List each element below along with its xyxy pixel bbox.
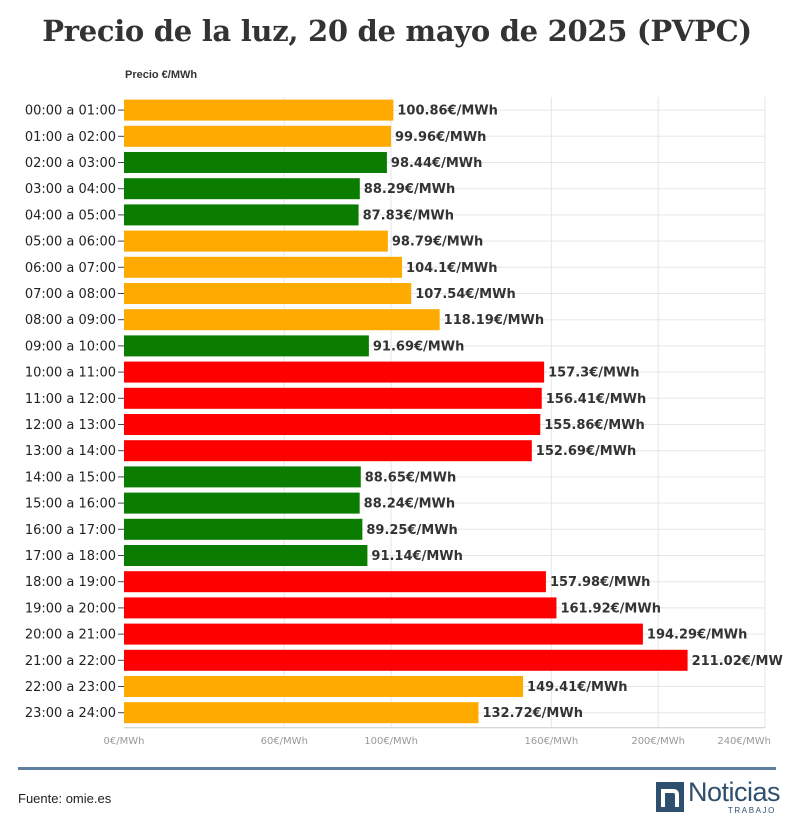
data-label: 161.92€/MWh — [560, 601, 661, 616]
bar — [124, 571, 546, 593]
data-label: 87.83€/MWh — [363, 208, 454, 223]
y-tick-label: 15:00 a 16:00 — [25, 497, 116, 512]
bar — [124, 492, 360, 514]
bar — [124, 466, 361, 488]
x-tick-label: 200€/MWh — [631, 736, 685, 747]
bar — [124, 230, 388, 252]
logo-icon — [656, 782, 684, 812]
data-label: 149.41€/MWh — [527, 680, 628, 695]
bar — [124, 99, 394, 121]
y-tick-label: 04:00 a 05:00 — [25, 208, 116, 223]
footer-divider — [18, 767, 776, 770]
data-label: 118.19€/MWh — [444, 313, 544, 328]
x-tick-label: 160€/MWh — [524, 736, 578, 747]
y-tick-label: 13:00 a 14:00 — [25, 444, 116, 459]
bar-chart: 00:00 a 01:00 100.86€/MWh 01:00 a 02:00 99.… — [25, 97, 783, 747]
bar — [124, 283, 412, 304]
bar — [124, 545, 368, 566]
y-tick-label: 14:00 a 15:00 — [25, 470, 116, 485]
y-tick-label: 23:00 a 24:00 — [25, 706, 116, 721]
bar — [124, 125, 391, 147]
data-label: 100.86€/MWh — [397, 104, 498, 119]
chart-title: Precio de la luz, 20 de mayo de 2025 (PV… — [42, 14, 752, 48]
bar — [124, 623, 643, 645]
y-tick-label: 20:00 a 21:00 — [25, 628, 116, 643]
bar — [124, 309, 440, 331]
y-tick-label: 08:00 a 09:00 — [25, 313, 116, 328]
source-note: Fuente: omie.es — [18, 791, 112, 806]
bar — [124, 335, 369, 357]
y-tick-label: 07:00 a 08:00 — [25, 287, 116, 302]
axis-caption: Precio €/MWh — [125, 69, 198, 81]
data-label: 99.96€/MWh — [395, 130, 486, 145]
data-label: 98.79€/MWh — [392, 235, 483, 250]
logo-subtitle: TRABAJO — [727, 806, 776, 815]
data-label: 88.24€/MWh — [364, 497, 455, 512]
bar — [124, 676, 524, 697]
data-label: 132.72€/MWh — [482, 706, 583, 721]
y-tick-label: 19:00 a 20:00 — [25, 601, 116, 616]
data-label: 104.1€/MWh — [406, 261, 497, 276]
data-label: 91.14€/MWh — [371, 549, 462, 564]
data-label: 156.41€/MWh — [546, 392, 647, 407]
bar — [124, 361, 545, 383]
y-tick-label: 09:00 a 10:00 — [25, 339, 116, 354]
y-tick-label: 21:00 a 22:00 — [25, 654, 116, 669]
y-tick-label: 16:00 a 17:00 — [25, 523, 116, 538]
data-label: 155.86€/MWh — [544, 418, 645, 433]
bar — [124, 204, 359, 226]
data-label: 98.44€/MWh — [391, 156, 482, 171]
y-tick-label: 17:00 a 18:00 — [25, 549, 116, 564]
data-label: 211.02€/MW — [692, 654, 783, 669]
x-tick-label: 240€/MWh — [717, 736, 771, 747]
bar — [124, 440, 532, 462]
y-tick-label: 10:00 a 11:00 — [25, 366, 116, 381]
y-tick-label: 01:00 a 02:00 — [25, 130, 116, 145]
bar — [124, 597, 557, 619]
data-label: 157.98€/MWh — [550, 575, 651, 590]
bar — [124, 178, 360, 200]
data-label: 157.3€/MWh — [548, 366, 639, 381]
y-tick-label: 06:00 a 07:00 — [25, 261, 116, 276]
y-tick-label: 18:00 a 19:00 — [25, 575, 116, 590]
bar — [124, 518, 363, 540]
y-tick-label: 03:00 a 04:00 — [25, 182, 116, 197]
brand-logo: Noticias TRABAJO — [656, 777, 781, 815]
data-label: 194.29€/MWh — [647, 628, 748, 643]
bar — [124, 649, 688, 671]
data-label: 152.69€/MWh — [536, 444, 637, 459]
bar — [124, 387, 542, 409]
x-tick-label: 100€/MWh — [364, 736, 418, 747]
bar — [124, 256, 403, 278]
data-label: 107.54€/MWh — [415, 287, 516, 302]
bar — [124, 152, 387, 173]
data-label: 88.65€/MWh — [365, 470, 456, 485]
x-tick-label: 0€/MWh — [104, 736, 145, 747]
logo-name: Noticias — [688, 777, 781, 807]
y-tick-label: 00:00 a 01:00 — [25, 104, 116, 119]
data-label: 91.69€/MWh — [373, 339, 464, 354]
data-label: 89.25€/MWh — [366, 523, 457, 538]
bar — [124, 702, 479, 724]
x-tick-label: 60€/MWh — [261, 736, 308, 747]
data-label: 88.29€/MWh — [364, 182, 455, 197]
y-tick-label: 05:00 a 06:00 — [25, 235, 116, 250]
bar — [124, 414, 541, 435]
y-tick-label: 02:00 a 03:00 — [25, 156, 116, 171]
y-tick-label: 11:00 a 12:00 — [25, 392, 116, 407]
y-tick-label: 12:00 a 13:00 — [25, 418, 116, 433]
y-tick-label: 22:00 a 23:00 — [25, 680, 116, 695]
